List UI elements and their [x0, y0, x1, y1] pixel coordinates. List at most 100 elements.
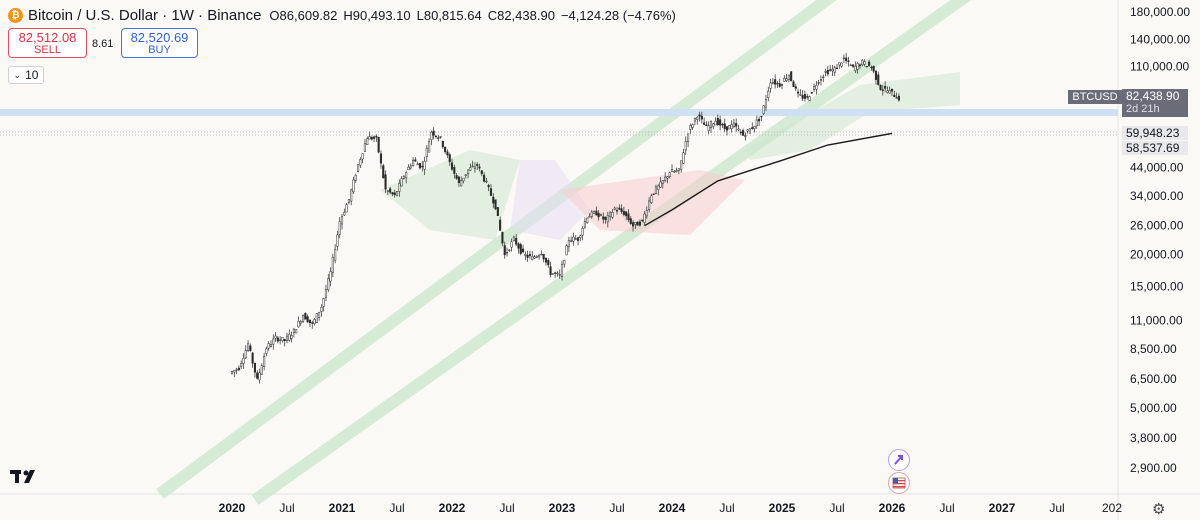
candle-body	[714, 120, 717, 126]
candle-body	[357, 164, 360, 172]
candle-body	[810, 92, 813, 94]
cloud-purple-2022	[510, 160, 590, 240]
candle-body	[895, 97, 898, 99]
ideas-icon[interactable]	[888, 449, 910, 471]
collapse-indicators-button[interactable]: ⌄ 10	[8, 66, 44, 84]
y-tick-label: 20,000.00	[1130, 248, 1184, 262]
price-scale-bg	[1118, 0, 1200, 520]
y-tick-label: 5,000.00	[1130, 401, 1177, 415]
candle-body	[654, 186, 658, 194]
candle-body	[540, 253, 543, 256]
y-tick-label: 8,500.00	[1130, 342, 1177, 356]
candle-body	[696, 117, 699, 121]
candle-body	[888, 89, 891, 94]
candle-body	[659, 181, 662, 188]
candle-body	[313, 319, 316, 324]
x-tick-label: Jul	[939, 501, 954, 515]
candle-body	[283, 339, 286, 341]
candle-body	[308, 319, 311, 324]
candle-body	[489, 188, 493, 196]
candle-body	[480, 170, 483, 174]
candle-body	[877, 74, 880, 85]
ma-price-tag-2: 58,537.69	[1122, 141, 1188, 155]
candle-body	[577, 237, 580, 241]
candle-body	[687, 133, 690, 143]
candle-body	[368, 136, 371, 140]
candle-body	[650, 195, 653, 203]
candle-body	[865, 65, 868, 68]
gear-icon[interactable]: ⚙	[1152, 501, 1166, 518]
symbol-title[interactable]: Bitcoin / U.S. Dollar · 1W · Binance	[28, 6, 262, 24]
candle-body	[299, 321, 302, 324]
candle-body	[831, 68, 834, 72]
candle-body	[785, 78, 788, 81]
buy-label: BUY	[148, 44, 171, 56]
candle-body	[354, 175, 357, 181]
candle-body	[829, 69, 832, 71]
candle-body	[393, 192, 396, 195]
last-price-tag: 82,438.90 2d 21h	[1122, 89, 1188, 117]
candle-body	[526, 254, 529, 258]
candle-body	[560, 264, 564, 277]
candle-body	[858, 64, 861, 67]
candle-body	[343, 212, 346, 216]
candle-body	[615, 210, 619, 212]
candle-body	[868, 61, 871, 66]
sell-button[interactable]: 82,512.08 SELL	[8, 28, 87, 58]
candle-body	[870, 66, 873, 69]
axes: 2020 Jul 2021 Jul 2022 Jul 2023 Jul 2024 Jul 2025 J…	[219, 5, 1191, 515]
ma-price-tag-1: 59,948.23	[1122, 126, 1188, 140]
y-tick-label: 2,900.00	[1130, 461, 1177, 475]
candle-body	[398, 183, 401, 192]
candle-body	[528, 254, 531, 257]
candle-body	[508, 249, 511, 251]
candle-body	[517, 243, 520, 249]
candle-body	[684, 141, 687, 151]
candle-body	[583, 221, 586, 228]
y-tick-label: 11,000.00	[1130, 314, 1183, 328]
candle-body	[345, 204, 348, 213]
x-tick-label: 2022	[439, 501, 466, 515]
y-tick-label: 180,000.00	[1130, 5, 1190, 19]
candle-body	[361, 153, 364, 160]
candle-body	[641, 219, 644, 222]
candle-body	[622, 211, 625, 215]
candle-body	[721, 123, 724, 126]
candle-body	[629, 218, 632, 225]
candle-body	[572, 236, 575, 242]
candle-body	[780, 84, 784, 86]
buy-button[interactable]: 82,520.69 BUY	[121, 28, 198, 58]
candle-body	[391, 192, 394, 195]
candle-body	[499, 219, 502, 231]
candle-body	[446, 151, 449, 156]
tradingview-logo-icon[interactable]	[10, 467, 40, 485]
candle-body	[799, 94, 802, 96]
candle-body	[874, 70, 878, 80]
candle-body	[565, 245, 568, 256]
candle-body	[579, 235, 582, 239]
candle-body	[817, 82, 820, 84]
candle-body	[666, 176, 669, 179]
candle-body	[347, 199, 350, 203]
candle-body	[304, 312, 307, 320]
candle-body	[421, 165, 424, 168]
ohlc-low: L80,815.64	[416, 7, 482, 23]
candle-body	[826, 70, 829, 75]
y-tick-label: 44,000.00	[1130, 161, 1184, 175]
candle-body	[627, 213, 630, 221]
candle-body	[379, 153, 383, 164]
candle-body	[638, 221, 641, 226]
us-flag-icon[interactable]	[888, 472, 910, 494]
candle-body	[334, 249, 337, 261]
candle-body	[815, 85, 818, 90]
candle-body	[790, 71, 793, 82]
candle-body	[412, 159, 415, 166]
candle-body	[533, 256, 536, 259]
candle-body	[324, 289, 328, 298]
ohlc-high: H90,493.10	[343, 7, 411, 23]
candle-body	[290, 335, 293, 339]
candle-body	[670, 169, 674, 173]
candle-body	[395, 191, 399, 196]
candle-body	[897, 95, 900, 101]
